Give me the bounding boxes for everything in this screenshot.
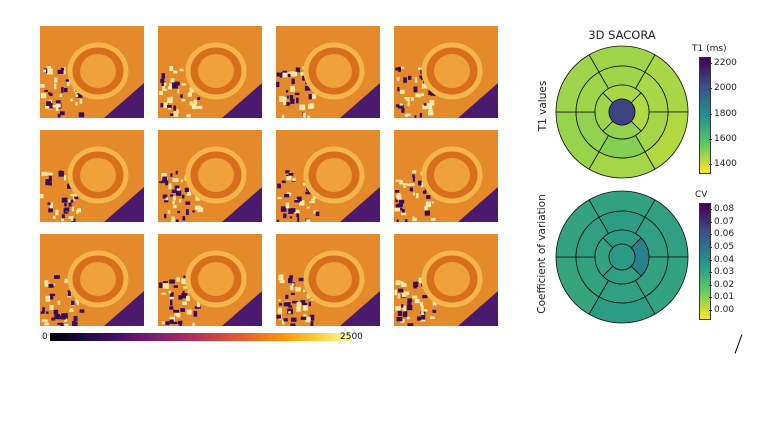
t1-colorbar-title: T1 (ms) [692, 44, 727, 54]
cv-colorbar-tick-label: 0.02 [708, 279, 735, 290]
mri-slice-r2-c1 [40, 130, 144, 222]
t1-colorbar-tick-label: 1800 [709, 108, 737, 119]
cv-bullseye-plot [555, 190, 689, 324]
mri-slice-r1-c4 [394, 26, 498, 118]
mri-slice-r2-c4 [394, 130, 498, 222]
t1-apex-segment [608, 98, 636, 126]
mri-slice-r3-c3 [276, 234, 380, 326]
mri-slice-r1-c2 [158, 26, 262, 118]
t1-colorbar-tick-label: 1400 [709, 159, 737, 169]
cv-colorbar-tick-label: 0.04 [708, 254, 735, 265]
t1-colorbar [699, 57, 711, 174]
cv-colorbar [699, 203, 711, 320]
t1-bullseye-plot [555, 45, 689, 179]
mri-slice-r3-c2 [158, 234, 262, 326]
mri-slice-r2-c2 [158, 130, 262, 222]
t1-map-image-grid [40, 26, 498, 326]
mri-slice-r3-c1 [40, 234, 144, 326]
cv-colorbar-tick-label: 0.00 [708, 305, 735, 315]
cv-colorbar-tick-label: 0.07 [708, 216, 735, 227]
mri-slice-r3-c4 [394, 234, 498, 326]
cv-colorbar-tick-label: 0.03 [708, 267, 735, 278]
cv-colorbar-tick-label: 0.05 [708, 241, 735, 252]
cv-colorbar-tick-label: 0.08 [708, 204, 735, 214]
slash-mark [734, 334, 743, 354]
cv-apex-segment [608, 243, 636, 271]
t1-values-row-label: T1 values [537, 80, 549, 132]
cv-colorbar-tick-label: 0.06 [708, 229, 735, 240]
sacora-title: 3D SACORA [588, 28, 656, 42]
colorbar-max-label: 2500 [340, 332, 363, 342]
mri-slice-r1-c3 [276, 26, 380, 118]
t1-colorbar-tick-label: 2000 [709, 83, 737, 94]
t1-map-colorbar [50, 333, 352, 341]
t1-colorbar-tick-label: 1600 [709, 133, 737, 144]
cv-row-label: Coefficient of variation [536, 194, 548, 314]
cv-colorbar-tick-label: 0.01 [708, 292, 735, 303]
mri-slice-r2-c3 [276, 130, 380, 222]
colorbar-min-label: 0 [42, 332, 48, 342]
t1-colorbar-tick-label: 2200 [709, 58, 737, 68]
mri-slice-r1-c1 [40, 26, 144, 118]
cv-colorbar-title: CV [695, 190, 708, 200]
